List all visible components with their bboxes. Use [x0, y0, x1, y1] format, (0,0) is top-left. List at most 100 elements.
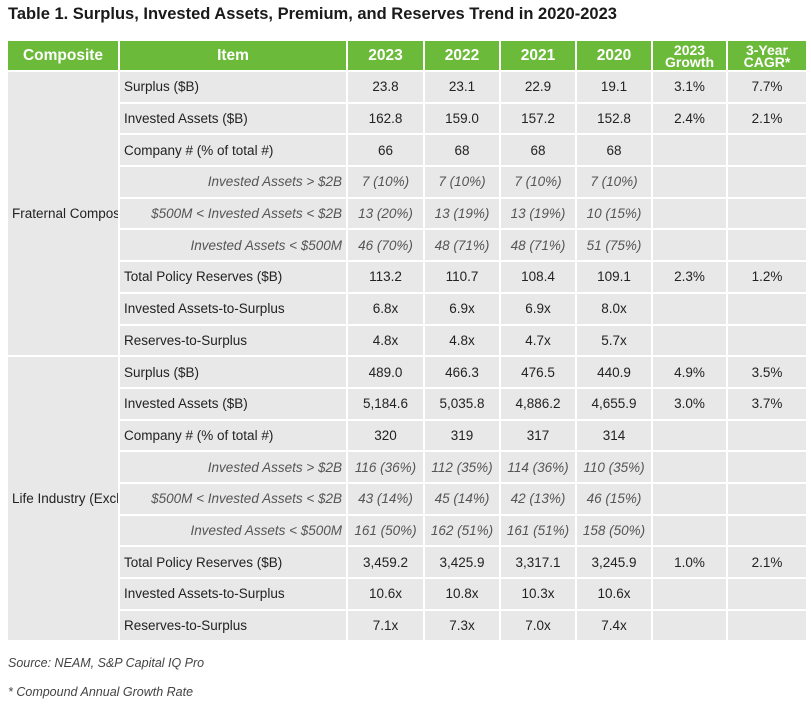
table-body: Fraternal CompositeSurplus ($B)23.823.12…	[8, 72, 806, 641]
row-item-label: Company # (% of total #)	[120, 420, 346, 451]
cell-cagr	[728, 610, 806, 641]
cell-y2023: 6.8x	[348, 293, 423, 324]
cell-y2020: 7.4x	[577, 610, 651, 641]
cell-growth	[653, 420, 726, 451]
cell-growth: 1.0%	[653, 547, 726, 577]
cell-y2021: 6.9x	[501, 293, 575, 324]
data-table: Composite Item 2023 2022 2021 2020 2023 …	[6, 39, 808, 642]
table-row: Total Policy Reserves ($B) 3,459.2 3,425.9…	[8, 547, 806, 577]
cell-cagr	[728, 452, 806, 482]
cell-y2021: 42 (13%)	[501, 483, 575, 514]
table-row: Company # (% of total #) 66 68 68 68	[8, 135, 806, 166]
cell-y2021: 7.0x	[501, 610, 575, 641]
cell-y2020: 440.9	[577, 357, 651, 387]
cell-y2023: 46 (70%)	[348, 230, 423, 261]
cell-y2022: 13 (19%)	[425, 198, 499, 229]
row-item-label: Invested Assets < $500M	[120, 230, 346, 261]
row-item-label: Reserves-to-Surplus	[120, 610, 346, 641]
cell-y2021: 10.3x	[501, 579, 575, 609]
cell-growth	[653, 198, 726, 229]
cell-y2021: 48 (71%)	[501, 230, 575, 261]
table-row: Invested Assets-to-Surplus 6.8x 6.9x 6.9x 8.…	[8, 293, 806, 324]
cell-y2022: 4.8x	[425, 325, 499, 356]
cell-cagr	[728, 420, 806, 451]
cell-y2022: 112 (35%)	[425, 452, 499, 482]
cell-y2021: 317	[501, 420, 575, 451]
cell-y2021: 4,886.2	[501, 388, 575, 419]
cell-growth	[653, 325, 726, 356]
row-item-label: Invested Assets ($B)	[120, 103, 346, 134]
row-item-label: Invested Assets < $500M	[120, 515, 346, 546]
table-row: Reserves-to-Surplus 4.8x 4.8x 4.7x 5.7x	[8, 325, 806, 356]
cell-y2023: 43 (14%)	[348, 483, 423, 514]
cell-y2021: 13 (19%)	[501, 198, 575, 229]
cell-y2020: 110 (35%)	[577, 452, 651, 482]
row-item-label: Total Policy Reserves ($B)	[120, 547, 346, 577]
cell-y2023: 162.8	[348, 103, 423, 134]
composite-label: Fraternal Composite	[8, 72, 118, 356]
cell-growth	[653, 483, 726, 514]
cell-y2020: 4,655.9	[577, 388, 651, 419]
cell-y2022: 319	[425, 420, 499, 451]
cell-y2023: 161 (50%)	[348, 515, 423, 546]
cell-y2021: 161 (51%)	[501, 515, 575, 546]
header-2020: 2020	[577, 41, 651, 70]
row-item-label: Surplus ($B)	[120, 357, 346, 387]
cell-y2022: 7.3x	[425, 610, 499, 641]
table-row: Invested Assets ($B) 5,184.6 5,035.8 4,886.…	[8, 388, 806, 419]
cell-y2020: 19.1	[577, 72, 651, 102]
cell-y2022: 7 (10%)	[425, 167, 499, 197]
table-row: Invested Assets ($B) 162.8 159.0 157.2 152.8…	[8, 103, 806, 134]
row-item-label: $500M < Invested Assets < $2B	[120, 198, 346, 229]
cagr-footnote: * Compound Annual Growth Rate	[8, 685, 194, 699]
table-row: Invested Assets < $500M 161 (50%) 162 (51%…	[8, 515, 806, 546]
cell-y2020: 109.1	[577, 262, 651, 292]
cell-cagr	[728, 325, 806, 356]
header-growth: 2023 Growth	[653, 41, 726, 70]
cell-y2023: 13 (20%)	[348, 198, 423, 229]
cell-cagr	[728, 579, 806, 609]
cell-y2022: 466.3	[425, 357, 499, 387]
header-2023: 2023	[348, 41, 423, 70]
cell-y2023: 7.1x	[348, 610, 423, 641]
cell-y2023: 66	[348, 135, 423, 166]
cell-y2020: 8.0x	[577, 293, 651, 324]
cell-y2020: 7 (10%)	[577, 167, 651, 197]
cell-growth	[653, 452, 726, 482]
cell-cagr	[728, 515, 806, 546]
cell-y2023: 113.2	[348, 262, 423, 292]
cell-cagr: 1.2%	[728, 262, 806, 292]
table-row: $500M < Invested Assets < $2B 43 (14%) 45 …	[8, 483, 806, 514]
cell-y2022: 3,425.9	[425, 547, 499, 577]
cell-y2020: 152.8	[577, 103, 651, 134]
table-row: $500M < Invested Assets < $2B 13 (20%) 13 …	[8, 198, 806, 229]
cell-cagr: 2.1%	[728, 103, 806, 134]
cell-y2022: 162 (51%)	[425, 515, 499, 546]
cell-growth: 2.4%	[653, 103, 726, 134]
cell-growth: 2.3%	[653, 262, 726, 292]
table-row: Reserves-to-Surplus 7.1x 7.3x 7.0x 7.4x	[8, 610, 806, 641]
header-cagr: 3-Year CAGR*	[728, 41, 806, 70]
cell-cagr	[728, 483, 806, 514]
table-row: Company # (% of total #) 320 319 317 314	[8, 420, 806, 451]
cell-y2023: 320	[348, 420, 423, 451]
table-row: Invested Assets < $500M 46 (70%) 48 (71%) 4…	[8, 230, 806, 261]
row-item-label: Invested Assets > $2B	[120, 452, 346, 482]
cell-y2022: 5,035.8	[425, 388, 499, 419]
cell-y2022: 48 (71%)	[425, 230, 499, 261]
header-2021: 2021	[501, 41, 575, 70]
cell-y2020: 3,245.9	[577, 547, 651, 577]
cell-y2021: 108.4	[501, 262, 575, 292]
row-item-label: $500M < Invested Assets < $2B	[120, 483, 346, 514]
cell-y2021: 114 (36%)	[501, 452, 575, 482]
cell-cagr	[728, 167, 806, 197]
cell-growth	[653, 515, 726, 546]
cell-growth	[653, 135, 726, 166]
row-item-label: Invested Assets-to-Surplus	[120, 579, 346, 609]
row-item-label: Invested Assets ($B)	[120, 388, 346, 419]
cell-cagr	[728, 293, 806, 324]
cell-cagr: 2.1%	[728, 547, 806, 577]
cell-growth	[653, 610, 726, 641]
table-row: Total Policy Reserves ($B) 113.2 110.7 108.…	[8, 262, 806, 292]
cell-y2022: 10.8x	[425, 579, 499, 609]
